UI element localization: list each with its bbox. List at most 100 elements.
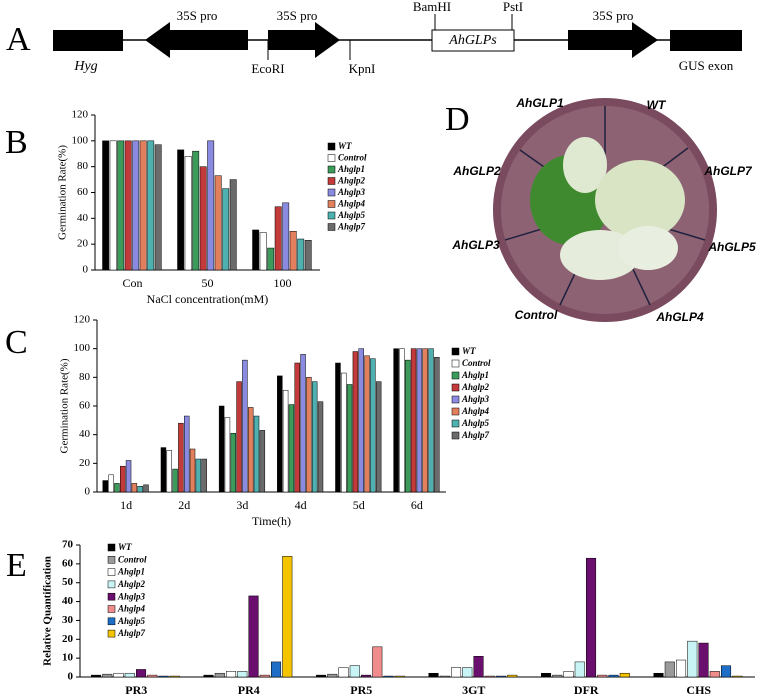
bar [277,375,283,493]
legend-label: Ahglp5 [337,210,366,220]
x-tick-label: 3d [236,498,248,512]
bar [195,458,202,493]
bar [282,389,289,493]
legend-swatch [107,556,116,564]
bar [132,140,140,271]
bar [259,430,266,493]
bar [117,140,125,271]
bar [136,669,147,678]
bar [147,140,155,271]
legend-label: WT [118,542,132,552]
x-tick-label: 2d [178,498,190,512]
plate-label: AhGLP2 [452,164,501,178]
bar [242,359,248,493]
promoter-arrow [145,22,248,58]
bar [282,202,290,271]
y-axis-title: Germination Rate(%) [57,145,69,240]
bar [124,672,135,678]
y-tick-label: 30 [62,614,74,626]
bar [160,447,167,493]
bar [226,671,237,678]
y-tick-label: 100 [74,342,91,354]
bar [214,672,225,678]
bar [586,557,597,678]
bar [91,674,102,678]
bar [229,179,237,271]
bar [619,672,630,678]
y-axis-title: Relative Quantification [42,556,54,666]
bar [102,140,110,271]
legend-swatch [327,165,336,174]
bar [375,381,382,493]
bar [300,354,306,493]
bar [335,362,341,493]
bar [224,417,231,493]
legend-label: Ahglp2 [337,176,366,186]
bar [247,407,254,493]
bar [192,150,200,271]
gene-box [431,29,515,52]
bar [338,667,349,678]
bar [721,665,732,678]
bar [230,432,236,493]
legend-label: Ahglp3 [117,591,146,601]
bar [274,206,282,271]
plate-label: AhGLP4 [655,310,704,324]
y-tick-label: 50 [62,576,74,588]
legend-swatch [451,419,460,428]
bar [370,358,376,493]
bar [709,671,720,678]
x-tick-label: 3GT [462,683,485,697]
legend-label: Ahglp1 [117,567,145,577]
legend-label: Ahglp2 [461,382,490,392]
legend-label: Ahglp3 [337,187,366,197]
legend-label: Ahglp4 [337,199,366,209]
x-tick-label: Con [122,276,142,290]
legend-swatch [327,200,336,208]
y-tick-label: 60 [62,557,74,569]
legend-swatch [451,347,460,356]
plate-label: WT [647,98,667,112]
bar [383,675,394,678]
bar [653,672,664,678]
bar [147,674,158,678]
bar [189,448,196,493]
bar [131,483,138,493]
y-tick-label: 80 [79,371,91,383]
bar [102,673,113,678]
label: KpnI [349,61,376,76]
bar [608,674,619,678]
panel-label: D [445,101,470,138]
label: GUS exon [679,58,734,73]
legend-swatch [327,154,336,162]
x-tick-label: 4d [295,498,307,512]
bar [169,675,180,678]
y-tick-label: 120 [74,314,91,326]
y-tick-label: 40 [77,212,89,224]
bar [306,377,312,493]
x-axis-title: Time(h) [252,514,291,528]
bar [541,672,552,678]
bar [346,384,353,493]
bar [434,357,440,493]
legend-swatch [451,359,460,368]
bar [139,140,147,271]
panel-label: B [5,124,28,161]
bar [184,415,190,493]
legend-swatch [107,605,116,613]
legend-swatch [327,177,336,185]
bar [267,247,275,271]
x-tick-label: PR5 [350,683,372,697]
bar [405,359,411,493]
bar [109,140,117,271]
legend-label: Ahglp4 [117,604,146,614]
bar [507,674,518,678]
bar [252,229,260,271]
legend-label: Ahglp4 [461,406,490,416]
label: EcoRI [251,61,284,76]
y-tick-label: 70 [62,539,74,551]
label: BamHI [413,0,451,14]
label: 35S pro [177,8,218,23]
bar [451,667,462,678]
bar [288,404,295,493]
